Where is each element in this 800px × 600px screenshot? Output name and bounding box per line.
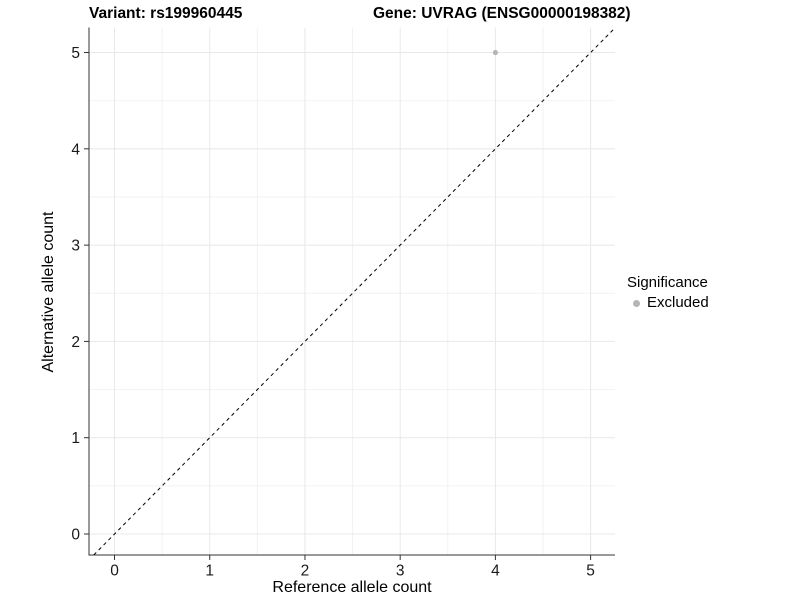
y-tick-label: 5 — [71, 45, 80, 62]
data-point — [492, 49, 499, 56]
identity-reference-line — [93, 27, 616, 556]
y-axis-title: Alternative allele count — [40, 211, 57, 373]
x-tick-label: 3 — [396, 563, 405, 580]
x-tick-label: 0 — [110, 563, 119, 580]
x-axis-title: Reference allele count — [272, 579, 432, 596]
x-tick-label: 2 — [301, 563, 310, 580]
legend-title: Significance — [627, 274, 708, 291]
y-tick-label: 3 — [71, 238, 80, 255]
y-tick-label: 4 — [71, 141, 80, 158]
legend: Significance Excluded — [627, 273, 709, 313]
legend-item-excluded: Excluded — [627, 293, 709, 313]
legend-item-label: Excluded — [647, 294, 709, 311]
y-tick-label: 0 — [71, 527, 80, 544]
x-tick-label: 4 — [491, 563, 500, 580]
x-tick-label: 5 — [586, 563, 595, 580]
excluded-point-icon — [633, 299, 640, 307]
y-tick-label: 1 — [71, 430, 80, 447]
y-tick-label: 2 — [71, 334, 80, 351]
gene-title: Gene: UVRAG (ENSG00000198382) — [373, 5, 631, 22]
variant-title: Variant: rs199960445 — [89, 5, 243, 22]
x-tick-label: 1 — [205, 563, 214, 580]
